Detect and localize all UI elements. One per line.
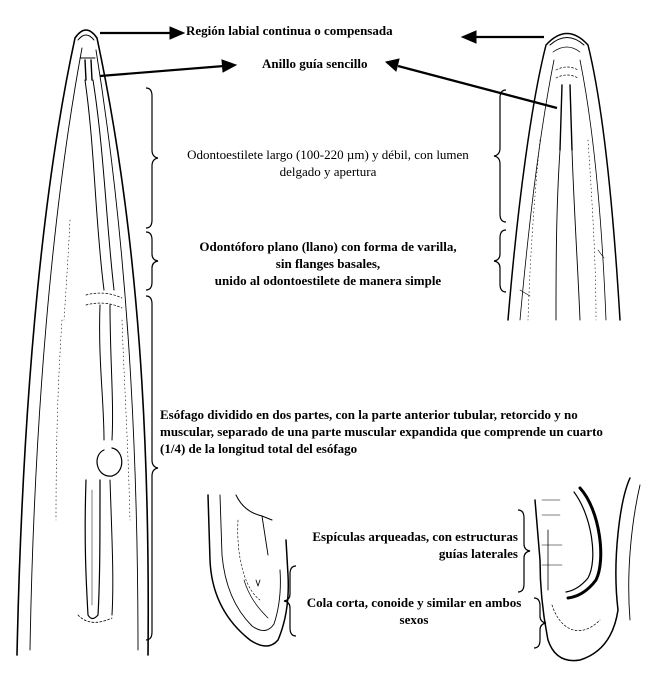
label-esophagus: Esófago dividido en dos partes, con la p… — [160, 406, 660, 457]
arrow-head-icon — [384, 58, 400, 72]
label-odontostyle-line2: delgado y apertura — [279, 164, 377, 179]
label-tail-line1: Cola corta, conoide y similar en ambos — [306, 595, 522, 610]
label-labial-region: Región labial continua o compensada — [186, 23, 393, 38]
label-spicules: Espículas arqueadas, con estructuras guí… — [282, 528, 518, 562]
brace-spicules — [517, 509, 531, 593]
label-spicules-line2: guías laterales — [438, 546, 518, 561]
label-esophagus-line3: (1/4) de la longitud total del esófago — [160, 441, 358, 456]
label-odontophore-line3: unido al odontoestilete de manera simple — [214, 273, 442, 288]
annotation-braces — [145, 87, 547, 649]
brace-odontostyle-left — [145, 87, 159, 229]
brace-odontostyle-right — [493, 89, 507, 223]
label-tail: Cola corta, conoide y similar en ambos s… — [296, 594, 532, 628]
nematode-tail-left — [207, 494, 290, 647]
label-odontophore-line2: sin flanges basales, — [275, 256, 381, 271]
arrow-head-icon — [221, 59, 238, 73]
brace-odontophore-left — [145, 231, 159, 291]
arrow-head-icon — [169, 26, 186, 40]
brace-tail-left — [283, 565, 297, 637]
nematode-tail-right — [534, 477, 641, 662]
brace-tail-right — [533, 597, 547, 649]
arrow-head-icon — [460, 30, 477, 44]
label-odontophore: Odontóforo plano (llano) con forma de va… — [158, 238, 498, 289]
brace-esophagus — [145, 295, 159, 641]
brace-odontophore-right — [493, 229, 507, 293]
annotation-arrows — [99, 26, 558, 110]
label-odontostyle: Odontoestilete largo (100-220 µm) y débi… — [158, 146, 498, 180]
label-tail-line2: sexos — [399, 612, 429, 627]
nematode-anterior-body — [16, 29, 150, 656]
label-odontophore-line1: Odontóforo plano (llano) con forma de va… — [199, 239, 457, 254]
label-spicules-line1: Espículas arqueadas, con estructuras — [312, 529, 518, 544]
label-guide-ring: Anillo guía sencillo — [262, 56, 368, 71]
label-esophagus-line1: Esófago dividido en dos partes, con la p… — [160, 407, 578, 422]
label-odontostyle-line1: Odontoestilete largo (100-220 µm) y débi… — [187, 147, 469, 162]
nematode-head-detail — [507, 32, 621, 321]
label-esophagus-line2: muscular, separado de una parte muscular… — [160, 424, 603, 439]
